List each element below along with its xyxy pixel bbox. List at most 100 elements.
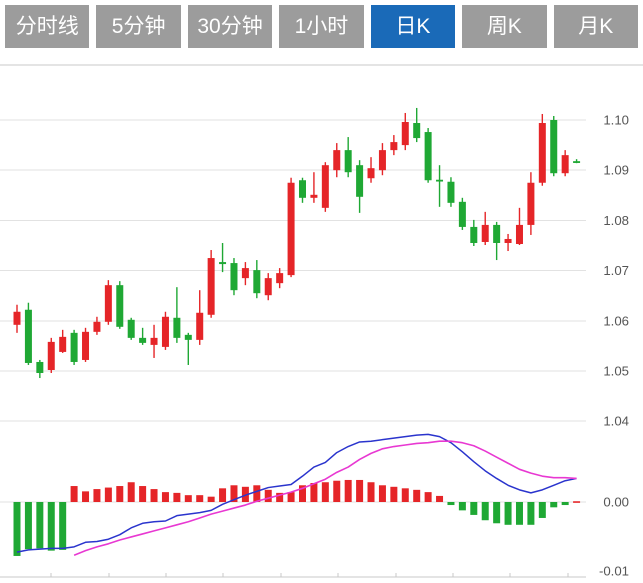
macd-histogram-bar xyxy=(321,482,329,502)
candle-body xyxy=(82,331,90,360)
macd-histogram-bar xyxy=(59,502,67,550)
candle-body xyxy=(184,334,192,340)
candle-body xyxy=(515,224,523,244)
tab-daily-k[interactable]: 日K xyxy=(370,5,456,48)
macd-histogram-bar xyxy=(70,486,78,502)
candle-body xyxy=(436,179,444,182)
macd-histogram-bar xyxy=(356,479,364,502)
candle-body xyxy=(504,238,512,243)
macd-histogram-bar xyxy=(13,502,21,556)
candle-body xyxy=(333,150,341,171)
y-axis-label: 1.07 xyxy=(603,263,629,278)
candle-body xyxy=(481,224,489,242)
tab-30min[interactable]: 30分钟 xyxy=(187,5,273,48)
candle-body xyxy=(527,182,535,225)
tab-minute-line[interactable]: 分时线 xyxy=(5,5,90,48)
candle-body xyxy=(344,150,352,173)
candle-body xyxy=(356,165,364,197)
candle-body xyxy=(470,226,478,243)
macd-histogram-bar xyxy=(47,502,55,551)
macd-histogram-bar xyxy=(253,485,261,502)
candle-body xyxy=(573,161,581,163)
macd-histogram-bar xyxy=(287,492,295,502)
candle-body xyxy=(276,273,284,284)
macd-dea-line xyxy=(73,440,577,556)
candle-body xyxy=(161,316,169,347)
macd-histogram-bar xyxy=(207,496,215,502)
tab-5min[interactable]: 5分钟 xyxy=(96,5,181,48)
macd-dif-line xyxy=(16,433,577,553)
candle-body xyxy=(538,123,546,183)
macd-histogram-bar xyxy=(550,502,558,508)
macd-histogram-bar xyxy=(481,502,489,521)
macd-histogram-bar xyxy=(116,486,124,502)
candle-body xyxy=(253,270,261,294)
macd-histogram-bar xyxy=(161,492,169,502)
candle-body xyxy=(241,268,249,279)
candle-body xyxy=(36,361,44,374)
candle-body xyxy=(207,258,215,315)
macd-histogram-bar xyxy=(36,502,44,549)
y-axis-label: 1.10 xyxy=(603,113,629,128)
candle-body xyxy=(70,332,78,362)
y-axis-label: 1.06 xyxy=(603,313,629,328)
macd-histogram-bar xyxy=(184,495,192,502)
macd-histogram-bar xyxy=(196,495,204,502)
macd-histogram-bar xyxy=(219,488,227,502)
candle-body xyxy=(299,180,306,198)
candle-body xyxy=(59,336,67,352)
macd-histogram-bar xyxy=(344,479,352,502)
y-axis-label: 1.08 xyxy=(603,213,629,228)
candle-body xyxy=(321,165,329,208)
macd-histogram-bar xyxy=(390,486,398,502)
macd-histogram-bar xyxy=(470,502,478,515)
macd-histogram-bar xyxy=(150,489,158,502)
y-axis-label: 1.04 xyxy=(603,414,629,429)
macd-histogram-bar xyxy=(299,485,306,502)
macd-histogram-bar xyxy=(413,489,421,502)
macd-histogram-bar xyxy=(493,502,501,524)
macd-histogram-bar xyxy=(515,502,523,525)
candle-body xyxy=(287,182,295,276)
tab-monthly-k[interactable]: 月K xyxy=(553,5,638,48)
macd-histogram-bar xyxy=(573,501,581,503)
macd-histogram-bar xyxy=(173,492,181,502)
candle-body xyxy=(447,181,455,203)
candle-body xyxy=(24,309,32,363)
macd-histogram-bar xyxy=(264,489,272,502)
macd-histogram-bar xyxy=(104,487,112,502)
candle-body xyxy=(458,201,466,227)
macd-axis-label: -0.01 xyxy=(599,564,629,579)
candle-body xyxy=(367,168,375,179)
candle-body xyxy=(401,122,409,146)
candle-body xyxy=(493,224,501,243)
timeframe-tabbar: 分时线 5分钟 30分钟 1小时 日K 周K 月K xyxy=(0,5,643,48)
tab-1hour[interactable]: 1小时 xyxy=(279,5,364,48)
macd-histogram-bar xyxy=(310,483,318,502)
candle-body xyxy=(116,285,124,327)
y-axis-label: 1.05 xyxy=(603,364,629,379)
candle-body xyxy=(550,120,558,174)
candle-body xyxy=(230,263,238,291)
macd-histogram-bar xyxy=(504,502,512,525)
macd-histogram-bar xyxy=(424,492,432,502)
candle-body xyxy=(104,285,112,322)
macd-axis-label: 0.00 xyxy=(603,495,629,510)
candle-body xyxy=(173,317,181,338)
macd-histogram-bar xyxy=(276,492,284,502)
macd-histogram-bar xyxy=(139,486,147,502)
candle-body xyxy=(150,337,158,345)
macd-histogram-bar xyxy=(401,488,409,502)
macd-histogram-bar xyxy=(378,485,386,502)
candle-body xyxy=(413,123,421,139)
macd-histogram-bar xyxy=(333,480,341,502)
candle-body xyxy=(264,278,272,296)
macd-histogram-bar xyxy=(527,502,535,525)
macd-histogram-bar xyxy=(436,495,444,502)
macd-histogram-bar xyxy=(82,491,90,502)
candle-body xyxy=(13,311,21,325)
tab-weekly-k[interactable]: 周K xyxy=(462,5,547,48)
candle-body xyxy=(378,150,386,171)
candle-body xyxy=(390,142,398,151)
